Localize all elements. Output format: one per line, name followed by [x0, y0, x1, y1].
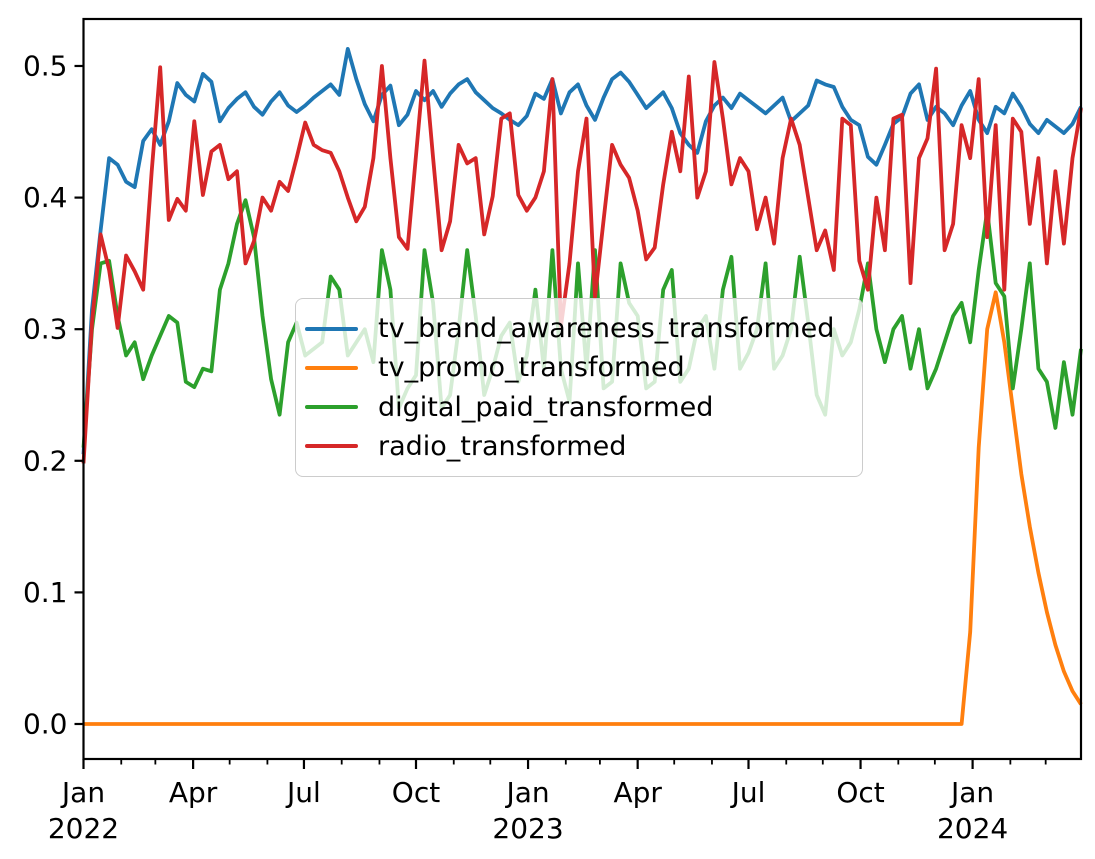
legend-label: tv_brand_awareness_transformed — [378, 313, 835, 345]
y-tick-label: 0.2 — [23, 444, 68, 477]
x-tick-year-label: 2024 — [937, 812, 1008, 845]
legend-swatch-tv_promo_transformed — [305, 365, 358, 370]
x-tick-label: Oct — [836, 776, 884, 809]
x-tick-year-label: 2022 — [48, 812, 119, 845]
x-tick-label: Jan — [504, 776, 549, 809]
x-tick-label: Apr — [613, 776, 662, 809]
legend-swatch-radio_transformed — [305, 444, 358, 449]
series-line-tv_brand_awareness_transformed — [81, 47, 1083, 455]
legend-item: digital_paid_transformed — [305, 394, 852, 421]
x-tick-year-label: 2023 — [492, 812, 563, 845]
legend-item: tv_brand_awareness_transformed — [305, 315, 852, 342]
legend-item: radio_transformed — [305, 433, 852, 460]
legend-label: radio_transformed — [378, 430, 627, 462]
x-tick-label: Jan — [949, 776, 994, 809]
legend-swatch-tv_brand_awareness_transformed — [305, 326, 358, 331]
x-tick-label: Oct — [392, 776, 440, 809]
plot-frame — [82, 17, 1083, 761]
y-tick-label: 0.3 — [23, 313, 68, 346]
legend: tv_brand_awareness_transformed tv_promo_t… — [295, 298, 863, 477]
legend-swatch-digital_paid_transformed — [305, 405, 358, 410]
y-tick-label: 0.4 — [23, 181, 68, 214]
x-tick-label: Jul — [285, 776, 321, 809]
y-tick-label: 0.5 — [23, 49, 68, 82]
legend-label: digital_paid_transformed — [378, 391, 714, 423]
y-tick-label: 0.1 — [23, 576, 68, 609]
x-tick-label: Jan — [60, 776, 105, 809]
legend-item: tv_promo_transformed — [305, 354, 852, 381]
y-tick-label: 0.0 — [23, 707, 68, 740]
legend-label: tv_promo_transformed — [378, 352, 685, 384]
x-tick-label: Apr — [169, 776, 218, 809]
x-tick-label: Jul — [730, 776, 766, 809]
series-line-radio_transformed — [81, 58, 1083, 464]
series-line-tv_promo_transformed — [83, 290, 1083, 726]
